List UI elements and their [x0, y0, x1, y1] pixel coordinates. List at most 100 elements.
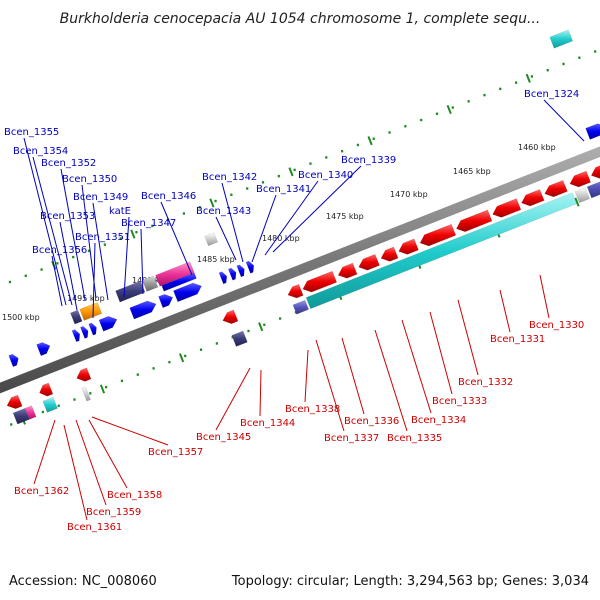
- gene-label: Bcen_1347: [121, 218, 176, 229]
- accession-text: Accession: NC_008060: [9, 574, 157, 589]
- leader-line: [499, 289, 511, 333]
- feature-block: [231, 330, 248, 347]
- leader-line: [304, 349, 309, 403]
- reverse-gene-arrow: [398, 238, 419, 255]
- tick-dot-upper: [246, 187, 249, 190]
- forward-gene-arrow: [245, 260, 255, 274]
- reverse-gene-arrow: [492, 198, 522, 218]
- tick-dot-lower: [279, 317, 282, 320]
- gene-label: Bcen_1361: [67, 522, 122, 533]
- gene-label: Bcen_1362: [14, 486, 69, 497]
- tick-dot-upper: [119, 237, 122, 240]
- leader-line: [215, 367, 251, 431]
- gene-label: Bcen_1352: [41, 158, 96, 169]
- tick-dot-upper: [214, 199, 217, 203]
- forward-gene-arrow: [236, 264, 245, 278]
- major-tick-upper: [209, 198, 215, 208]
- reverse-gene-arrow: [302, 270, 338, 293]
- gene-label: Bcen_1354: [13, 146, 68, 157]
- tick-dot-upper: [404, 125, 407, 128]
- forward-gene-arrow: [585, 123, 600, 140]
- feature-block: [79, 301, 103, 321]
- leader-line: [264, 180, 319, 256]
- reverse-gene-arrow: [419, 223, 457, 247]
- tick-dot-lower: [41, 410, 44, 414]
- feature-block: [70, 309, 83, 325]
- scale-label: 1500 kbp: [2, 313, 40, 322]
- leader-line: [272, 165, 362, 253]
- feature-block: [142, 275, 159, 292]
- tick-dot-upper: [435, 112, 439, 115]
- tick-dot-lower: [247, 329, 250, 333]
- forward-gene-arrow: [173, 282, 202, 303]
- leader-line: [63, 424, 88, 521]
- major-tick-lower: [258, 322, 264, 332]
- backbone-bar: [0, 146, 600, 394]
- feature-block: [305, 192, 577, 310]
- reverse-gene-arrow: [222, 309, 239, 324]
- leader-line: [92, 202, 109, 301]
- scale-label: 1475 kbp: [326, 212, 364, 221]
- tick-dot-lower: [263, 323, 266, 326]
- leader-line: [315, 339, 345, 432]
- gene-label: Bcen_1332: [458, 377, 513, 388]
- leader-line: [123, 216, 130, 298]
- scale-label: 1460 kbp: [518, 143, 556, 152]
- tick-dot-upper: [562, 62, 565, 66]
- leader-line: [32, 156, 73, 306]
- gene-label: Bcen_1333: [432, 396, 487, 407]
- tick-dot-upper: [230, 193, 233, 196]
- tick-dot-upper: [277, 174, 280, 178]
- gene-label: Bcen_1335: [387, 433, 442, 444]
- tick-dot-upper: [182, 212, 186, 215]
- reverse-gene-arrow: [39, 382, 54, 397]
- tick-dot-upper: [467, 100, 470, 103]
- major-tick-upper: [130, 229, 136, 239]
- gene-label: Bcen_1349: [73, 192, 128, 203]
- tick-dot-upper: [293, 168, 296, 172]
- scale-label: 1495 kbp: [67, 294, 105, 303]
- reverse-gene-arrow: [544, 179, 568, 198]
- gene-label: Bcen_1324: [524, 89, 579, 100]
- gene-label: Bcen_1353: [40, 211, 95, 222]
- leader-line: [221, 182, 244, 263]
- leader-line: [160, 201, 193, 276]
- reverse-gene-arrow: [569, 170, 592, 188]
- map-title: Burkholderia cenocepacia AU 1054 chromos…: [59, 11, 541, 27]
- gene-label: Bcen_1330: [529, 320, 584, 331]
- tick-dot-upper: [451, 106, 454, 109]
- reverse-gene-arrow: [521, 189, 545, 207]
- tick-dot-upper: [388, 131, 391, 134]
- gene-label: Bcen_1344: [240, 418, 295, 429]
- feature-block: [204, 232, 219, 247]
- major-tick-lower: [99, 384, 106, 394]
- leader-line: [374, 329, 408, 432]
- tick-dot-upper: [56, 262, 59, 265]
- gene-label: Bcen_1346: [141, 191, 196, 202]
- tick-dot-upper: [135, 230, 138, 234]
- tick-dot-upper: [325, 156, 328, 159]
- tick-dot-upper: [24, 274, 27, 277]
- gene-label: Bcen_1343: [196, 206, 251, 217]
- tick-dot-upper: [151, 224, 154, 228]
- gene-label: Bcen_1350: [62, 174, 117, 185]
- tick-dot-upper: [514, 81, 518, 84]
- leader-line: [259, 369, 262, 417]
- tick-dot-upper: [530, 75, 534, 78]
- forward-gene-arrow: [98, 316, 118, 332]
- major-tick-upper: [367, 136, 373, 146]
- leader-line: [429, 311, 453, 395]
- tick-dot-upper: [483, 93, 486, 97]
- tick-dot-upper: [499, 87, 502, 91]
- forward-gene-arrow: [80, 325, 89, 339]
- leader-line: [457, 299, 479, 376]
- leader-line: [33, 419, 56, 485]
- gene-label: Bcen_1331: [490, 334, 545, 345]
- feature-block: [292, 299, 310, 315]
- tick-dot-upper: [578, 56, 581, 59]
- tick-dot-lower: [89, 392, 92, 395]
- feature-block: [574, 187, 591, 204]
- leader-line: [60, 168, 86, 301]
- leader-line: [92, 242, 96, 319]
